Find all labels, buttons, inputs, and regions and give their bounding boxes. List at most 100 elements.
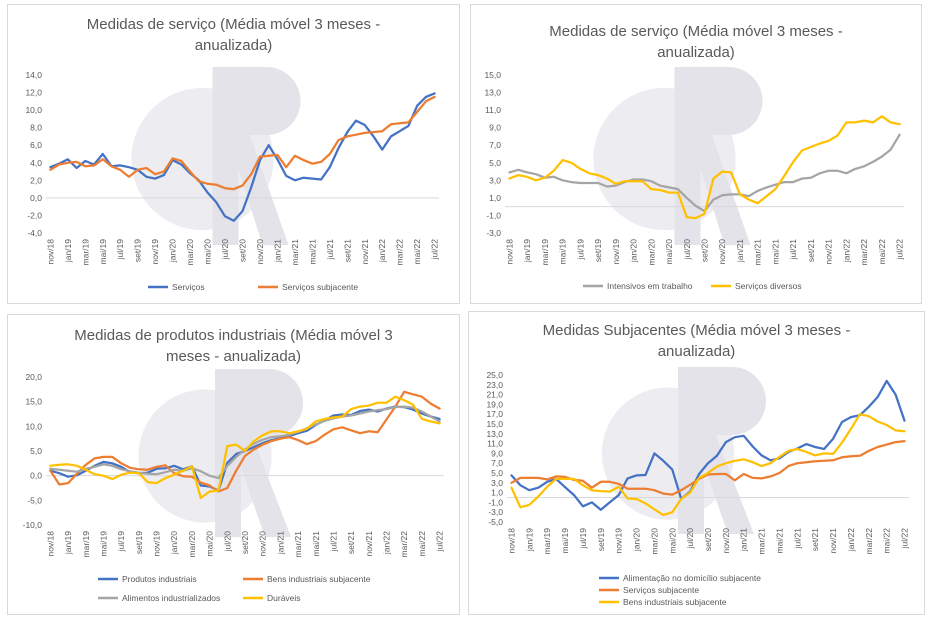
y-tick-label: 15,0 (486, 419, 503, 429)
watermark-bowl (700, 67, 763, 135)
x-tick-label: mar/21 (757, 528, 767, 555)
legend-label: Alimentos industrializados (122, 593, 220, 603)
y-tick-label: 13,0 (486, 429, 503, 439)
watermark-leg (226, 131, 289, 245)
chart-title: Medidas Subjacentes (Média móvel 3 meses… (469, 320, 924, 362)
x-tick-label: jan/19 (524, 528, 534, 552)
y-tick-label: 9,0 (489, 123, 501, 133)
watermark-bowl (704, 367, 766, 435)
legend: Produtos industriais Bens industriais sub… (98, 574, 371, 603)
chart-panel-servico-1: Medidas de serviço (Média móvel 3 meses … (7, 4, 460, 304)
x-tick-label: mar/20 (187, 531, 197, 558)
y-tick-label: 2,0 (30, 175, 42, 185)
x-tick-label: jan/21 (735, 239, 745, 263)
x-tick-label: jul/19 (116, 531, 126, 553)
x-tick-label: set/20 (703, 528, 713, 551)
y-tick-label: -3,0 (488, 507, 503, 517)
x-tick-label: mar/22 (859, 239, 869, 266)
y-tick-label: -3,0 (486, 228, 501, 238)
watermark-logo (601, 367, 766, 534)
y-tick-label: 1,0 (489, 193, 501, 203)
legend-label: Duráveis (267, 593, 301, 603)
x-tick-label: mar/22 (864, 528, 874, 555)
x-tick-label: jan/21 (272, 239, 282, 263)
y-tick-label: 4,0 (30, 158, 42, 168)
x-tick-label: nov/21 (364, 531, 374, 557)
x-tick-label: mai/20 (203, 239, 213, 265)
y-tick-label: 20,0 (25, 372, 42, 382)
x-tick-label: jul/21 (328, 531, 338, 553)
x-tick-label: mai/19 (560, 528, 570, 554)
x-tick-label: jul/22 (900, 528, 910, 550)
y-tick-label: 7,0 (491, 458, 503, 468)
line-chart: -3,0 -1,0 1,0 3,0 5,0 7,0 9,0 11,0 13,0 15,0 nov/1… (484, 67, 905, 291)
x-tick-label: mai/20 (205, 531, 215, 557)
legend-label: Bens industriais subjacente (623, 597, 727, 607)
series-line-1 (49, 390, 441, 493)
y-tick-label: 12,0 (25, 88, 42, 98)
watermark-leg (688, 131, 751, 245)
x-tick-label: mar/22 (395, 239, 405, 266)
x-tick-label: set/21 (810, 528, 820, 551)
y-tick-label: 13,0 (484, 88, 501, 98)
series-line-0 (510, 379, 906, 511)
y-tick-label: 19,0 (486, 399, 503, 409)
chart-title-line-1: Medidas Subjacentes (Média móvel 3 meses… (542, 322, 851, 339)
x-tick-label: set/21 (342, 239, 352, 262)
x-tick-label: nov/18 (45, 531, 55, 557)
watermark-stem (674, 67, 701, 245)
x-tick-label: mar/20 (185, 239, 195, 266)
y-tick-label: 3,0 (491, 478, 503, 488)
y-tick-label: 11,0 (487, 439, 503, 449)
y-tick-label: 10,0 (25, 105, 42, 115)
x-tick-label: jan/21 (275, 531, 285, 555)
series-line-1 (49, 95, 436, 191)
x-tick-label: jul/20 (220, 239, 230, 261)
chart-title-line-2: meses - anualizada) (165, 348, 302, 365)
watermark-bowl (241, 369, 303, 437)
legend-label: Bens industriais subjacente (267, 574, 371, 584)
line-chart: -10,0 -5,0 0,0 5,0 10,0 15,0 20,0 nov/18 jan/19 m… (23, 369, 445, 603)
x-tick-label: mai/22 (882, 528, 892, 554)
x-tick-label: nov/20 (721, 528, 731, 554)
legend-label: Serviços (172, 282, 205, 292)
x-tick-label: jan/19 (522, 239, 532, 263)
y-tick-label: 11,0 (485, 105, 501, 115)
x-tick-label: nov/21 (828, 528, 838, 554)
x-tick-label: mai/21 (770, 239, 780, 265)
x-tick-label: jul/22 (430, 239, 440, 261)
x-tick-label: mar/19 (540, 239, 550, 266)
x-tick-label: jul/22 (895, 239, 905, 261)
y-tick-label: 17,0 (486, 409, 503, 419)
x-tick-label: nov/20 (258, 531, 268, 557)
x-tick-label: jan/21 (739, 528, 749, 552)
x-tick-label: nov/19 (614, 528, 624, 554)
y-tick-label: 10,0 (25, 421, 42, 431)
x-tick-label: jul/19 (575, 239, 585, 261)
legend-label: Serviços subjacente (623, 585, 699, 595)
x-tick-label: mar/20 (646, 239, 656, 266)
y-tick-label: 9,0 (491, 448, 503, 458)
x-tick-label: mai/22 (877, 239, 887, 265)
x-tick-label: jan/20 (632, 528, 642, 552)
y-tick-label: 5,0 (489, 158, 501, 168)
x-tick-label: mar/19 (80, 239, 90, 266)
x-tick-label: jul/20 (685, 528, 695, 550)
x-tick-label: jan/19 (63, 239, 73, 263)
watermark-leg (229, 433, 291, 537)
x-tick-label: set/19 (133, 239, 143, 262)
x-tick-label: nov/18 (45, 239, 55, 265)
y-tick-label: 1,0 (491, 488, 503, 498)
x-tick-label: jan/22 (841, 239, 851, 263)
x-tick-label: set/21 (346, 531, 356, 554)
y-tick-label: 23,0 (486, 380, 503, 390)
legend: Intensivos em trabalho Serviços diversos (583, 281, 802, 291)
line-chart: -5,0-3,0-1,01,03,05,07,09,011,013,015,01… (486, 367, 910, 607)
x-tick-label: set/20 (238, 239, 248, 262)
chart-title-line-1: Medidas de produtos industriais (Média m… (74, 327, 393, 344)
x-tick-label: jan/22 (382, 531, 392, 555)
x-tick-label: mai/19 (98, 531, 108, 557)
legend-label: Produtos industriais (122, 574, 197, 584)
y-tick-label: -5,0 (27, 495, 42, 505)
x-tick-label: mar/19 (81, 531, 91, 558)
